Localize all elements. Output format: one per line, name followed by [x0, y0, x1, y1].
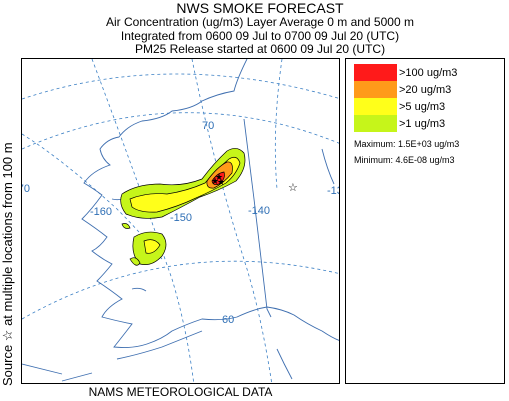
svg-text:★: ★: [217, 178, 225, 188]
meteorological-data-label: NAMS METEOROLOGICAL DATA: [88, 385, 273, 399]
legend-panel: >100 ug/m3 >20 ug/m3 >5 ug/m3 >1 ug/m3 M…: [345, 58, 505, 384]
legend-item-1: >1 ug/m3: [354, 115, 445, 132]
source-location-label: Source ☆ at multiple locations from 100 …: [0, 142, 15, 386]
legend-swatch-20: [354, 81, 397, 98]
source-marker-icon: ☆: [288, 181, 298, 194]
svg-text:★: ★: [215, 173, 223, 183]
smoke-plume: [120, 148, 246, 266]
plume-contour-8: [211, 171, 225, 185]
legend-label-20: >20 ug/m3: [399, 83, 452, 96]
lat-label-60: 60: [222, 314, 234, 326]
legend-label-1: >1 ug/m3: [399, 117, 446, 130]
lon-label-130: -130: [327, 185, 340, 197]
source-markers: ★ ★ ★: [211, 173, 225, 188]
legend-label-100: >100 ug/m3: [399, 66, 458, 79]
smoke-map: ★ ★ ★ ☆ -170 -160 -150 -140 -130 70 60: [21, 58, 340, 384]
plume-contour-6: [143, 239, 161, 254]
legend-maximum: Maximum: 1.5E+03 ug/m3: [354, 139, 460, 149]
legend-item-20: >20 ug/m3: [354, 81, 451, 98]
subtitle-concentration: Air Concentration (ug/m3) Layer Average …: [106, 15, 414, 29]
page-title: NWS SMOKE FORECAST: [176, 0, 344, 16]
lon-label-140: -140: [248, 205, 270, 217]
legend-swatch-100: [354, 64, 397, 81]
svg-text:★: ★: [211, 177, 219, 187]
plume-contour-4: [121, 223, 131, 229]
lat-label-70: 70: [202, 120, 214, 132]
lon-label-160: -160: [90, 206, 112, 218]
legend-swatch-5: [354, 98, 397, 115]
legend-minimum: Minimum: 4.6E-08 ug/m3: [354, 155, 455, 165]
plume-contour-3: [129, 257, 141, 266]
legend-item-100: >100 ug/m3: [354, 64, 457, 81]
graticule: [22, 59, 339, 383]
lon-label-150: -150: [170, 212, 192, 224]
subtitle-integration: Integrated from 0600 09 Jul to 0700 09 J…: [120, 29, 400, 43]
legend-item-5: >5 ug/m3: [354, 98, 445, 115]
legend-label-5: >5 ug/m3: [399, 100, 446, 113]
map-canvas: ★ ★ ★ ☆ -170 -160 -150 -140 -130 70 60: [22, 59, 340, 383]
plume-contour-5: [129, 156, 241, 213]
subtitle-release: PM25 Release started at 0600 09 Jul 20 (…: [134, 42, 386, 56]
international-border: [243, 118, 272, 318]
legend-swatch-1: [354, 115, 397, 132]
lon-label-170: -170: [22, 183, 30, 195]
